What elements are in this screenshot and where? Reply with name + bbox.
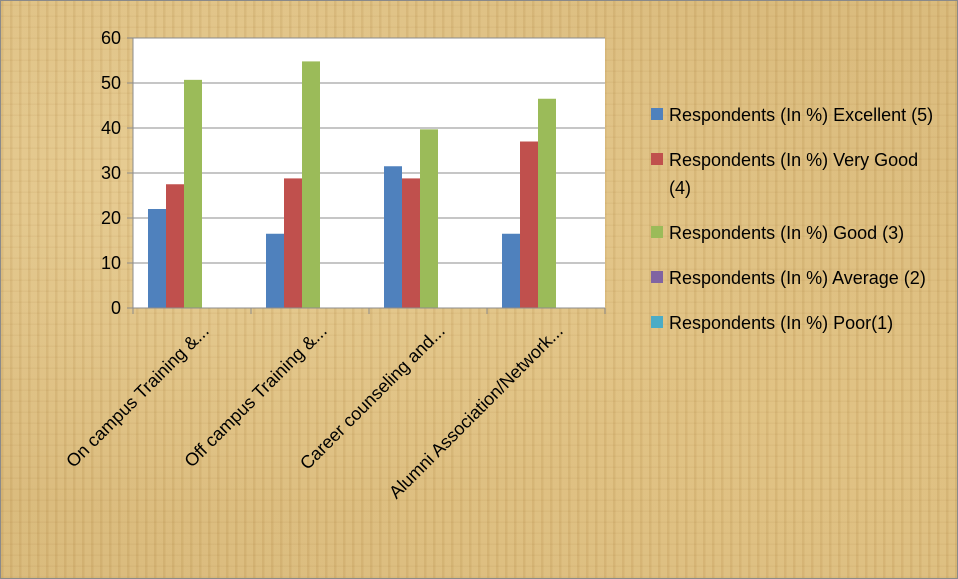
axes bbox=[132, 38, 606, 314]
y-tick-label: 50 bbox=[101, 73, 121, 93]
bar-3-cat-4 bbox=[538, 98, 556, 308]
bar-3-cat-2 bbox=[302, 61, 320, 309]
legend-swatch-good bbox=[651, 226, 663, 238]
legend-item-poor: Respondents (In %) Poor(1) bbox=[651, 309, 951, 337]
legend-label-average: Respondents (In %) Average (2) bbox=[669, 268, 926, 288]
bars bbox=[148, 61, 556, 309]
y-tick-label: 60 bbox=[101, 28, 121, 48]
legend-item-average: Respondents (In %) Average (2) bbox=[651, 264, 951, 292]
x-axis-labels: On campus Training &...Off campus Traini… bbox=[62, 321, 567, 503]
legend-swatch-average bbox=[651, 271, 663, 283]
bar-2-cat-1 bbox=[166, 184, 184, 308]
legend: Respondents (In %) Excellent (5) Respond… bbox=[651, 101, 951, 354]
legend-swatch-excellent bbox=[651, 108, 663, 120]
bar-1-cat-1 bbox=[148, 209, 166, 308]
legend-item-very-good: Respondents (In %) Very Good (4) bbox=[651, 146, 951, 202]
bar-2-cat-2 bbox=[284, 178, 302, 308]
legend-label-poor: Respondents (In %) Poor(1) bbox=[669, 313, 894, 333]
y-tick-label: 0 bbox=[111, 298, 121, 318]
y-tick-label: 10 bbox=[101, 253, 121, 273]
legend-label-excellent: Respondents (In %) Excellent (5) bbox=[669, 105, 934, 125]
legend-label-good: Respondents (In %) Good (3) bbox=[669, 223, 905, 243]
y-tick-label: 30 bbox=[101, 163, 121, 183]
y-tick-label: 20 bbox=[101, 208, 121, 228]
y-axis-ticks: 0 10 20 30 40 50 60 bbox=[101, 28, 133, 318]
legend-item-excellent: Respondents (In %) Excellent (5) bbox=[651, 101, 951, 129]
bar-2-cat-3 bbox=[402, 178, 420, 308]
y-tick-label: 40 bbox=[101, 118, 121, 138]
bar-3-cat-3 bbox=[420, 129, 438, 308]
legend-item-good: Respondents (In %) Good (3) bbox=[651, 219, 951, 247]
bar-3-cat-1 bbox=[184, 79, 202, 308]
legend-swatch-poor bbox=[651, 316, 663, 328]
bar-1-cat-3 bbox=[384, 166, 402, 308]
legend-label-very-good: Respondents (In %) Very Good (4) bbox=[669, 150, 919, 198]
bar-1-cat-4 bbox=[502, 233, 520, 308]
legend-swatch-very-good bbox=[651, 153, 663, 165]
bar-1-cat-2 bbox=[266, 233, 284, 308]
bar-2-cat-4 bbox=[520, 141, 538, 308]
